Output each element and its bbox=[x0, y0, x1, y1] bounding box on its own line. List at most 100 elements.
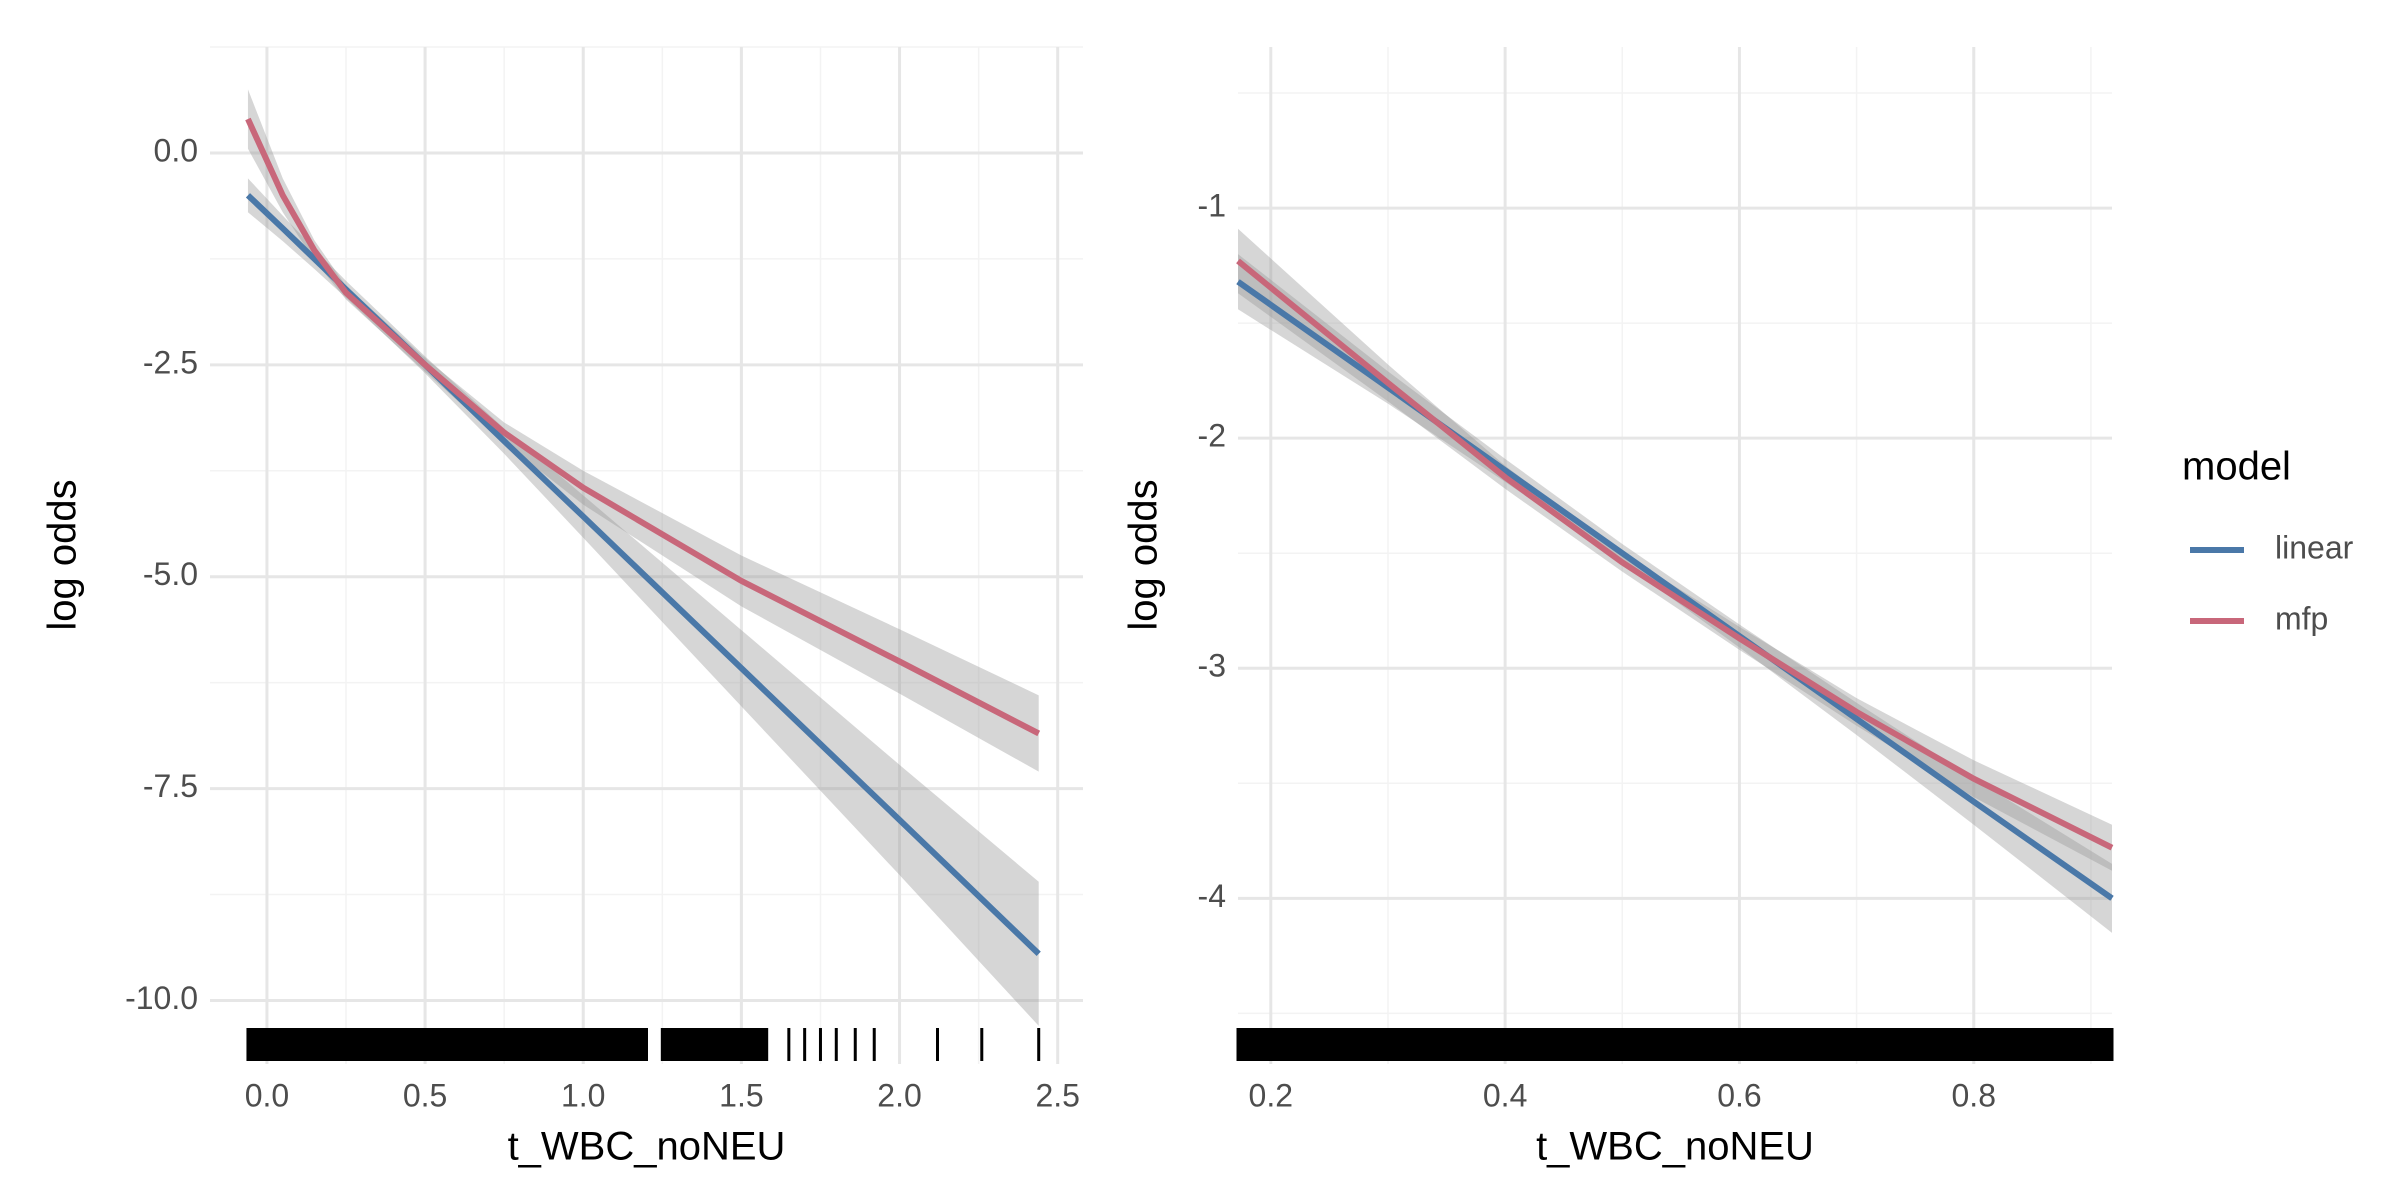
rug-tick bbox=[372, 1028, 381, 1061]
y-tick-label: -3 bbox=[1198, 648, 1226, 684]
rug-tick bbox=[755, 1028, 767, 1061]
rug-tick bbox=[569, 1028, 577, 1061]
rug-tick bbox=[335, 1028, 343, 1061]
rug-tick bbox=[581, 1028, 590, 1061]
y-tick-label: -5.0 bbox=[143, 556, 198, 592]
rug-tick bbox=[1925, 1028, 1939, 1061]
rug-tick bbox=[1960, 1028, 1974, 1061]
rug-tick bbox=[1714, 1028, 1728, 1061]
rug-tick bbox=[1585, 1028, 1599, 1061]
rug-tick bbox=[328, 1028, 337, 1061]
rug-tick bbox=[1433, 1028, 1447, 1061]
y-tick-label: -2 bbox=[1198, 418, 1226, 454]
rug-tick bbox=[1737, 1028, 1751, 1061]
rug-tick bbox=[2054, 1028, 2067, 1061]
rug-tick bbox=[1855, 1028, 1868, 1061]
rug-tick bbox=[493, 1028, 501, 1061]
rug-tick bbox=[499, 1028, 507, 1061]
rug-tick bbox=[1480, 1028, 1493, 1061]
rug-tick bbox=[692, 1028, 703, 1061]
rug-tick bbox=[410, 1028, 419, 1061]
rug-tick bbox=[632, 1028, 640, 1061]
rug-tick bbox=[442, 1028, 450, 1061]
y-tick-label: -7.5 bbox=[143, 768, 198, 804]
rug-tick bbox=[746, 1028, 757, 1061]
confidence-band bbox=[1238, 228, 2112, 871]
rug-tick bbox=[1491, 1028, 1505, 1061]
x-tick-label: 0.4 bbox=[1483, 1077, 1527, 1113]
rug-tick bbox=[284, 1028, 292, 1061]
rug-tick bbox=[1351, 1028, 1365, 1061]
rug-tick bbox=[1316, 1028, 1329, 1061]
rug-tick bbox=[429, 1028, 438, 1061]
rug-tick bbox=[1890, 1028, 1903, 1061]
rug-tick bbox=[1819, 1028, 1833, 1061]
rug-tick bbox=[1655, 1028, 1669, 1061]
rug-tick bbox=[1866, 1028, 1880, 1061]
y-axis-title: log odds bbox=[41, 479, 85, 630]
rug-tick bbox=[645, 1028, 648, 1061]
rug-tick bbox=[1468, 1028, 1482, 1061]
rug-tick bbox=[1983, 1028, 1997, 1061]
rug-tick bbox=[556, 1028, 564, 1061]
rug-tick bbox=[1644, 1028, 1657, 1061]
rug-tick bbox=[1691, 1028, 1704, 1061]
rug-tick bbox=[1562, 1028, 1575, 1061]
rug-tick bbox=[2065, 1028, 2079, 1061]
rug-tick bbox=[537, 1028, 545, 1061]
rug-tick bbox=[455, 1028, 463, 1061]
rug-tick bbox=[1386, 1028, 1400, 1061]
rug-tick bbox=[347, 1028, 355, 1061]
rug-tick bbox=[670, 1028, 684, 1061]
rug-tick bbox=[607, 1028, 615, 1061]
rug-tick bbox=[297, 1028, 305, 1061]
rug-tick bbox=[714, 1028, 726, 1061]
rug-tick bbox=[1538, 1028, 1552, 1061]
rug-tick bbox=[600, 1028, 609, 1061]
rug-tick bbox=[1620, 1028, 1634, 1061]
rug-tick bbox=[1456, 1028, 1470, 1061]
x-tick-label: 0.0 bbox=[245, 1077, 289, 1113]
y-tick-label: 0.0 bbox=[154, 132, 198, 168]
rug-tick bbox=[474, 1028, 482, 1061]
rug-tick bbox=[1937, 1028, 1950, 1061]
rug-tick bbox=[467, 1028, 476, 1061]
line bbox=[245, 193, 1041, 956]
y-axis-title: log odds bbox=[1122, 479, 1166, 630]
line bbox=[1236, 258, 2114, 851]
rug-tick bbox=[341, 1028, 349, 1061]
rug-tick bbox=[303, 1028, 311, 1061]
rug-tick bbox=[480, 1028, 488, 1061]
rug-tick bbox=[391, 1028, 400, 1061]
rug-tick bbox=[1327, 1028, 1341, 1061]
x-tick-label: 0.5 bbox=[403, 1077, 447, 1113]
rug-tick bbox=[1972, 1028, 1985, 1061]
rug-tick bbox=[1236, 1028, 1247, 1061]
rug-tick bbox=[1339, 1028, 1353, 1061]
rug-tick bbox=[1515, 1028, 1529, 1061]
rug-tick bbox=[1726, 1028, 1739, 1061]
rug-tick bbox=[803, 1028, 807, 1061]
rug-tick bbox=[619, 1028, 628, 1061]
rug-tick bbox=[2030, 1028, 2044, 1061]
rug-tick bbox=[1784, 1028, 1798, 1061]
rug-tick bbox=[531, 1028, 539, 1061]
rug-tick bbox=[936, 1028, 939, 1061]
rug-tick bbox=[1796, 1028, 1810, 1061]
y-tick-label: -1 bbox=[1198, 188, 1226, 224]
x-tick-label: 1.5 bbox=[719, 1077, 763, 1113]
rug-tick bbox=[1281, 1028, 1294, 1061]
rug-tick bbox=[2007, 1028, 2021, 1061]
x-axis-title: t_WBC_noNEU bbox=[508, 1125, 786, 1169]
rug-tick bbox=[290, 1028, 299, 1061]
rug-tick bbox=[2089, 1028, 2103, 1061]
rug-tick bbox=[366, 1028, 374, 1061]
rug-tick bbox=[1363, 1028, 1376, 1061]
rug-tick bbox=[638, 1028, 646, 1061]
rug-tick bbox=[259, 1028, 267, 1061]
y-tick-label: -2.5 bbox=[143, 344, 198, 380]
rug-tick bbox=[660, 1028, 672, 1061]
rug-tick bbox=[872, 1028, 876, 1061]
y-tick-label: -10.0 bbox=[125, 980, 198, 1016]
